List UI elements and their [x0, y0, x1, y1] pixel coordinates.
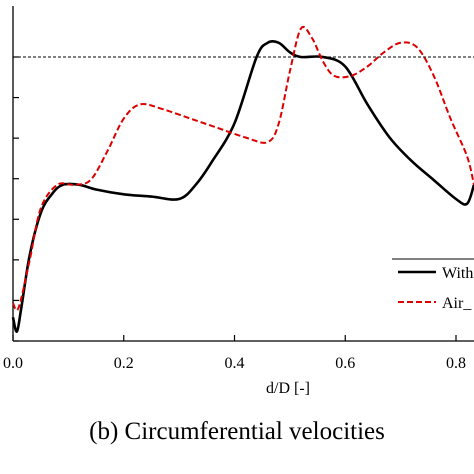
- plot-frame: [12, 6, 474, 342]
- x-tick-label: 0.2: [114, 355, 134, 372]
- legend-label-with: With: [442, 265, 473, 282]
- legend-label-air: Air_: [442, 295, 472, 312]
- x-axis-label: d/D [-]: [266, 380, 310, 397]
- x-tick-labels: 0.0 0.2 0.4 0.6 0.8: [3, 355, 466, 372]
- x-tick-label: 0.4: [225, 355, 245, 372]
- y-ticks: [13, 56, 19, 342]
- figure-caption: (b) Circumferential velocities: [89, 418, 385, 445]
- series-line-with: [11, 40, 474, 333]
- x-ticks: [12, 335, 457, 341]
- x-tick-label: 0.0: [3, 355, 23, 372]
- series-line-air: [12, 25, 474, 312]
- legend: With Air_: [392, 258, 474, 312]
- x-tick-label: 0.6: [335, 355, 355, 372]
- series-layer: [11, 25, 474, 333]
- x-tick-label: 0.8: [446, 355, 466, 372]
